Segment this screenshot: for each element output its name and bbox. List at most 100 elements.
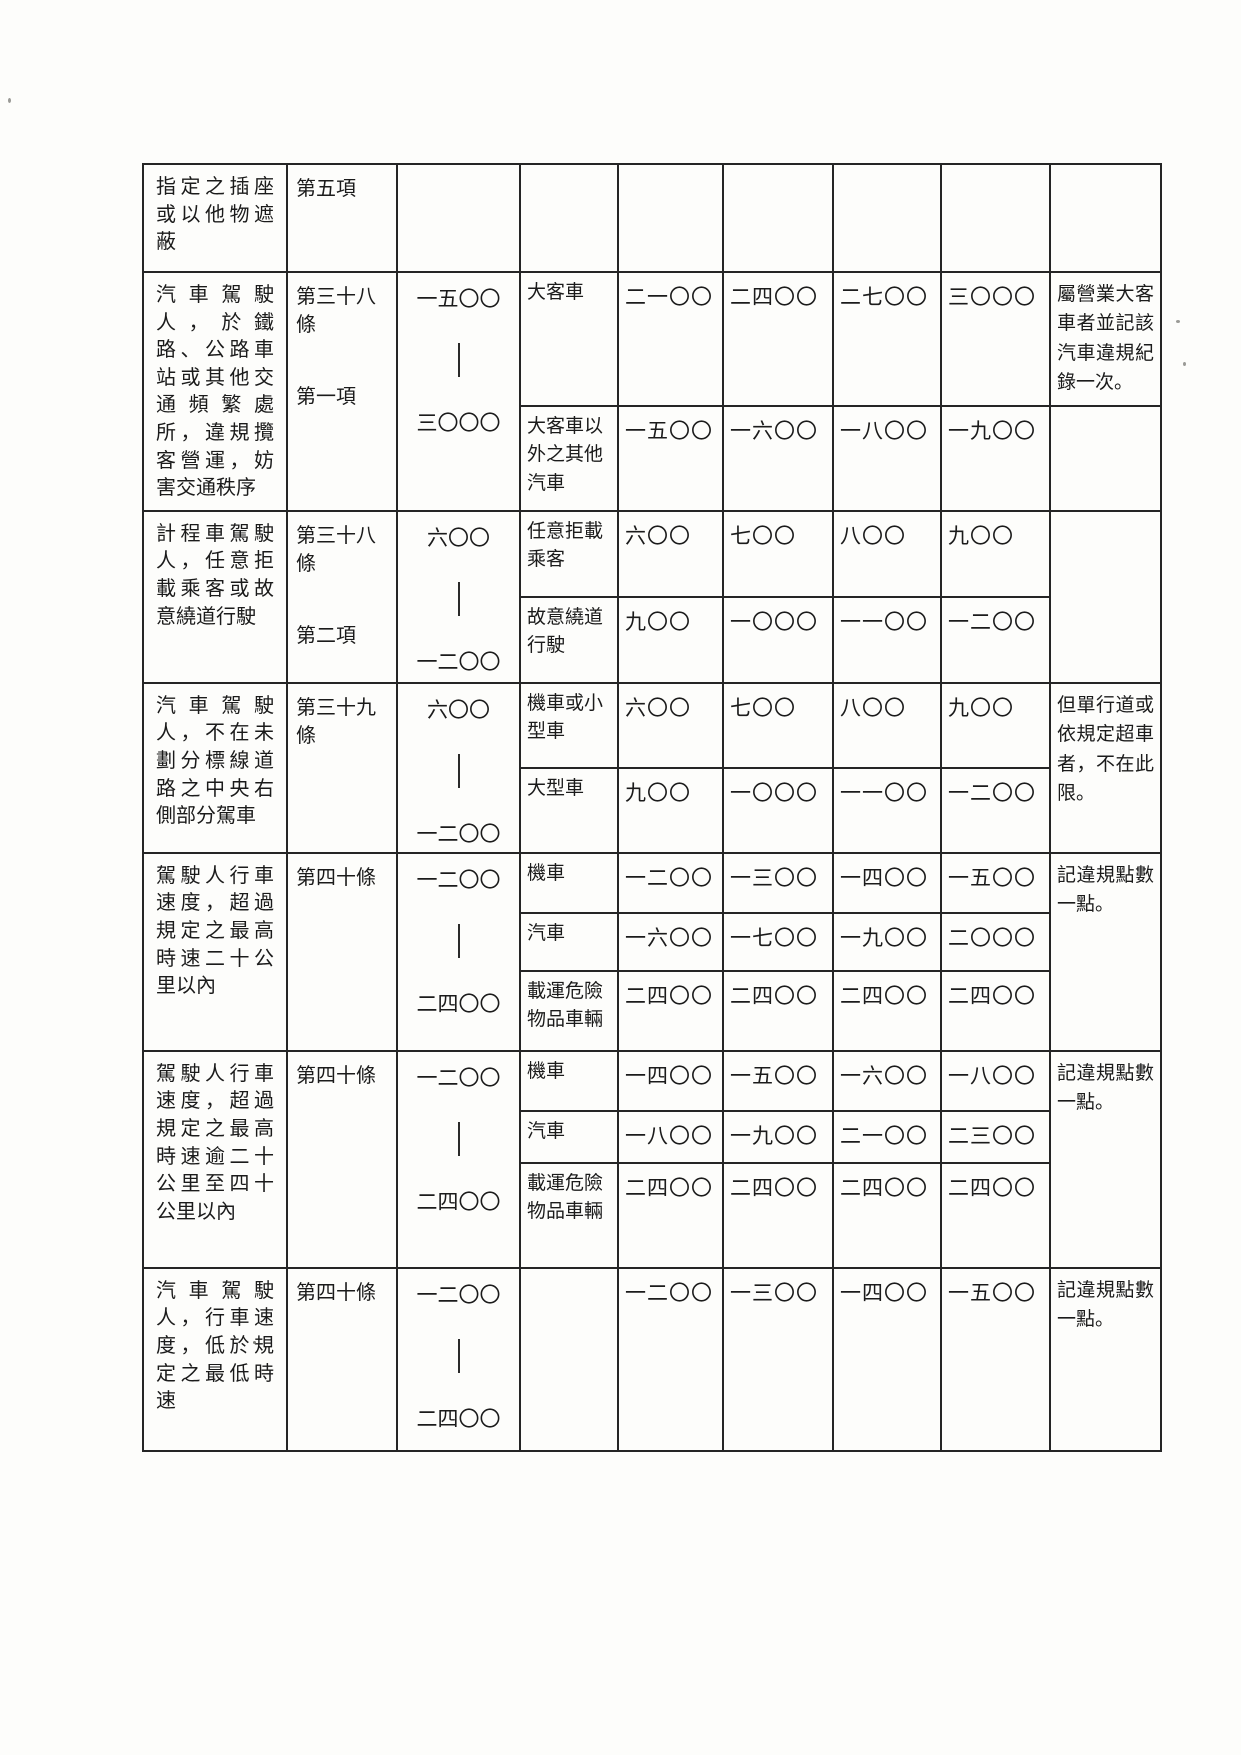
remark-cell: 記違規點數一點。 <box>1049 1049 1162 1269</box>
scan-speck <box>1183 362 1186 366</box>
range-min: 一二〇〇 <box>416 867 501 892</box>
scan-speck <box>8 98 11 103</box>
remark-cell <box>1049 404 1162 512</box>
fine-cell: 一七〇〇 <box>722 911 834 972</box>
table-row: 汽車 一八〇〇 一九〇〇 二一〇〇 二三〇〇 <box>143 1109 1161 1164</box>
range-min: 六〇〇 <box>427 697 490 722</box>
fine-cell: 一一〇〇 <box>832 595 942 684</box>
fine-cell: 一九〇〇 <box>722 1109 834 1164</box>
clause-text: 第二項 <box>296 622 356 647</box>
fine-cell: 二四〇〇 <box>940 969 1051 1052</box>
range-separator <box>457 923 460 958</box>
violation-desc-cell: 駕駛人行車速度，超過規定之最高時速二十公里以內 <box>142 851 288 1052</box>
fine-cell: 二四〇〇 <box>832 969 942 1052</box>
table-row: 汽車駕駛人，於鐵路、公路車站或其他交通頻繁處所，違規攬客營運，妨害交通秩序 第三… <box>142 271 1162 512</box>
vehicle-type-cell: 任意拒載乘客 <box>519 509 619 598</box>
range-max: 三〇〇〇 <box>416 411 501 435</box>
remark-cell: 記違規點數一點。 <box>1049 1266 1162 1452</box>
fine-cell: 一八〇〇 <box>617 1109 724 1164</box>
table-row: 大客車以外之其他汽車 一五〇〇 一六〇〇 一八〇〇 一九〇〇 <box>143 404 1162 512</box>
range-min: 六〇〇 <box>427 525 490 550</box>
fine-cell: 一五〇〇 <box>940 1266 1051 1452</box>
violation-desc-cell: 指定之插座或以他物遮蔽 <box>142 163 288 273</box>
violation-desc-cell: 汽車駕駛人，於鐵路、公路車站或其他交通頻繁處所，違規攬客營運，妨害交通秩序 <box>142 271 288 512</box>
vehicle-type-cell <box>519 163 619 273</box>
range-min: 一二〇〇 <box>416 1065 501 1090</box>
remark-cell <box>1049 163 1162 273</box>
fine-cell: 一五〇〇 <box>940 851 1051 914</box>
fine-cell: 一二〇〇 <box>940 595 1051 684</box>
vehicle-type-cell <box>519 1266 619 1452</box>
fine-cell: 七〇〇 <box>722 681 834 769</box>
table-row: 指定之插座或以他物遮蔽 第五項 <box>142 163 1162 273</box>
range-max: 二四〇〇 <box>416 991 501 1016</box>
range-separator <box>457 1121 460 1156</box>
fine-range-cell <box>396 163 521 273</box>
fine-schedule-table: 指定之插座或以他物遮蔽 第五項 汽車駕駛人，於鐵路、公路車站或其他交通頻繁處所，… <box>142 163 1162 1452</box>
range-max: 二四〇〇 <box>416 1406 501 1431</box>
violation-desc-cell: 汽車駕駛人，不在未劃分標線道路之中央右側部分駕車 <box>142 681 288 854</box>
range-max: 二四〇〇 <box>416 1189 501 1214</box>
fine-cell: 二七〇〇 <box>832 271 942 407</box>
table-row: 載運危險物品車輛 二四〇〇 二四〇〇 二四〇〇 二四〇〇 <box>143 1161 1161 1269</box>
fine-cell: 一四〇〇 <box>832 1266 942 1452</box>
fine-cell: 七〇〇 <box>722 509 834 598</box>
vehicle-type-cell: 故意繞道行駛 <box>519 595 619 684</box>
table-row: 載運危險物品車輛 二四〇〇 二四〇〇 二四〇〇 二四〇〇 <box>143 969 1161 1052</box>
fine-cell: 一六〇〇 <box>617 911 724 972</box>
fine-cell: 九〇〇 <box>617 766 724 854</box>
fine-cell: 一九〇〇 <box>832 911 942 972</box>
vehicle-type-cell: 汽車 <box>519 911 619 972</box>
fine-cell: 九〇〇 <box>940 681 1051 769</box>
range-max: 一二〇〇 <box>416 821 501 846</box>
fine-cell: 一五〇〇 <box>617 404 724 512</box>
range-min: 一二〇〇 <box>416 1282 501 1307</box>
fine-cell <box>940 163 1051 273</box>
remark-cell: 屬營業大客車者並記該汽車違規紀錄一次。 <box>1049 271 1162 407</box>
scan-speck <box>1176 320 1180 323</box>
fine-cell: 九〇〇 <box>940 509 1051 598</box>
table-row: 汽車駕駛人，行車速度，低於規定之最低時速 第四十條 一二〇〇 二四〇〇 一二〇〇… <box>142 1266 1162 1452</box>
remark-cell <box>1049 509 1162 684</box>
fine-cell: 二一〇〇 <box>617 271 724 407</box>
vehicle-type-cell: 機車 <box>519 851 619 914</box>
fine-cell: 一三〇〇 <box>722 851 834 914</box>
fine-cell: 二四〇〇 <box>722 1161 834 1269</box>
remark-cell: 但單行道或依規定超車者，不在此限。 <box>1049 681 1162 854</box>
range-separator <box>457 1338 460 1373</box>
fine-cell: 一八〇〇 <box>940 1049 1051 1112</box>
vehicle-type-cell: 機車 <box>519 1049 619 1112</box>
fine-cell: 一〇〇〇 <box>722 595 834 684</box>
clause-text: 第一項 <box>296 384 356 408</box>
fine-cell: 六〇〇 <box>617 681 724 769</box>
article-text: 第四十條 <box>296 864 376 889</box>
fine-range: 一五〇〇 三〇〇〇 <box>399 274 518 437</box>
fine-cell: 一三〇〇 <box>722 1266 834 1452</box>
fine-range: 一二〇〇 二四〇〇 <box>399 1270 518 1433</box>
article-text: 第四十條 <box>296 1279 376 1304</box>
vehicle-type-cell: 機車或小型車 <box>519 681 619 769</box>
table-row: 汽車駕駛人，不在未劃分標線道路之中央右側部分駕車 第三十九條 六〇〇 一二〇〇 … <box>142 681 1162 854</box>
fine-cell: 一一〇〇 <box>832 766 942 854</box>
fine-cell: 三〇〇〇 <box>940 271 1051 407</box>
fine-range: 一二〇〇 二四〇〇 <box>399 855 518 1018</box>
article-text: 第三十八條 <box>296 284 376 336</box>
fine-range-cell: 六〇〇 一二〇〇 <box>396 681 521 854</box>
table-row: 計程車駕駛人，任意拒載乘客或故意繞道行駛 第三十八條 第二項 六〇〇 一二〇〇 … <box>142 509 1162 684</box>
article-text: 第三十八條 <box>296 522 376 575</box>
range-max: 一二〇〇 <box>416 649 501 674</box>
fine-range-cell: 一五〇〇 三〇〇〇 <box>396 271 521 512</box>
fine-cell <box>617 163 724 273</box>
vehicle-type-cell: 大客車 <box>519 271 619 407</box>
fine-cell: 一四〇〇 <box>832 851 942 914</box>
fine-cell: 二三〇〇 <box>940 1109 1051 1164</box>
scan-speck <box>253 1341 256 1344</box>
article-text: 第五項 <box>296 176 356 200</box>
article-cell: 第四十條 <box>286 851 398 1052</box>
fine-cell: 六〇〇 <box>617 509 724 598</box>
vehicle-type-cell: 載運危險物品車輛 <box>519 969 619 1052</box>
fine-cell: 一六〇〇 <box>832 1049 942 1112</box>
fine-range-cell: 一二〇〇 二四〇〇 <box>396 1266 521 1452</box>
fine-range-cell: 一二〇〇 二四〇〇 <box>396 851 521 1052</box>
fine-cell <box>722 163 834 273</box>
